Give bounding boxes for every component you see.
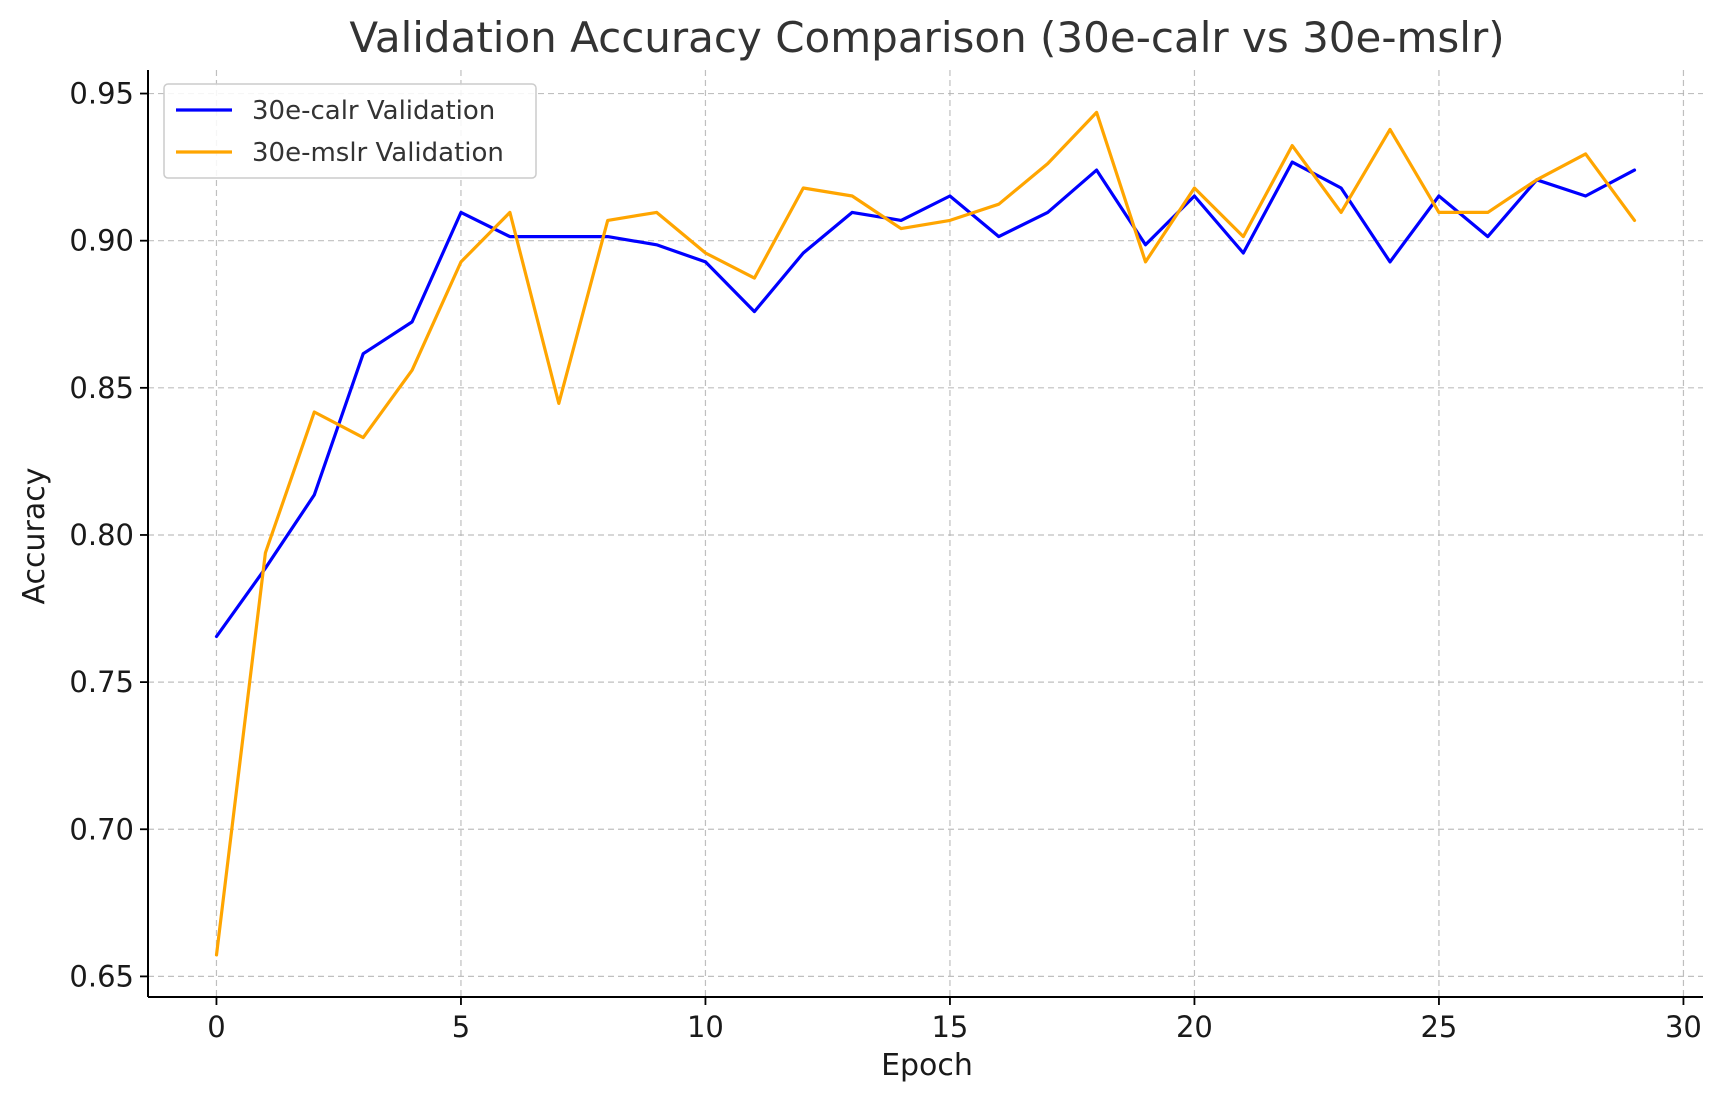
legend-label: 30e-mslr Validation (252, 138, 504, 168)
x-axis-title: Epoch (881, 1048, 973, 1083)
grid (148, 70, 1703, 997)
x-tick-label: 5 (452, 1010, 470, 1044)
y-tick-label: 0.75 (69, 665, 134, 699)
legend: 30e-calr Validation 30e-mslr Validation (163, 83, 537, 179)
x-tick-label: 10 (687, 1010, 724, 1044)
chart-title: Validation Accuracy Comparison (30e-calr… (349, 13, 1504, 62)
y-axis-title: Accuracy (17, 468, 52, 605)
x-tick-label: 20 (1176, 1010, 1213, 1044)
x-tick-label: 25 (1420, 1010, 1457, 1044)
axes (147, 70, 1703, 998)
x-tick-label: 0 (207, 1010, 225, 1044)
ticks: 0 5 10 15 20 25 30 0.65 0.70 0.75 0.80 0.85 0.90 0.95 (69, 77, 1701, 1044)
x-tick-label: 30 (1665, 1010, 1702, 1044)
y-tick-label: 0.65 (69, 959, 134, 993)
y-tick-label: 0.70 (69, 812, 134, 846)
series-lines (214, 110, 1637, 957)
y-tick-label: 0.80 (69, 518, 134, 552)
legend-box (163, 83, 537, 179)
y-tick-label: 0.95 (69, 77, 134, 111)
legend-label: 30e-calr Validation (252, 96, 495, 126)
series-line-2 (214, 110, 1637, 957)
x-tick-label: 15 (931, 1010, 968, 1044)
series-line-1 (214, 160, 1637, 639)
y-tick-label: 0.90 (69, 224, 134, 258)
y-tick-label: 0.85 (69, 371, 134, 405)
